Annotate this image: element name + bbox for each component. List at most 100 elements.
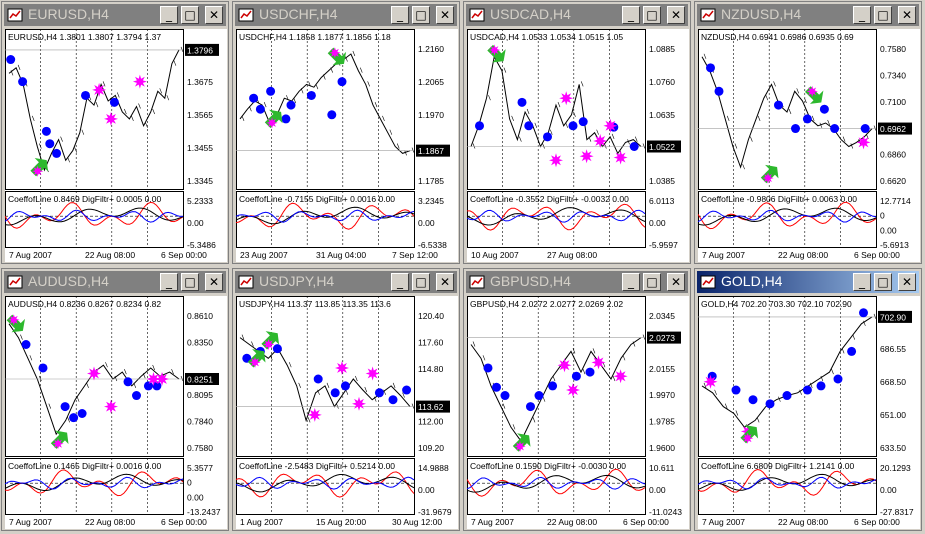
signal-dot: [578, 117, 588, 127]
price-tick-label: 2.0345: [649, 311, 675, 321]
date-label: 10 Aug 2007: [471, 250, 519, 260]
close-button[interactable]: ✕: [436, 273, 454, 291]
chart-area[interactable]: GOLD,H4 702.20 703.30 702.10 702.90 702.9…: [698, 296, 920, 529]
window-title: NZDUSD,H4: [721, 6, 802, 22]
signal-dot: [132, 391, 141, 401]
maximize-button[interactable]: □: [181, 6, 199, 24]
price-tick-label: 120.40: [418, 311, 444, 321]
signal-dot: [830, 124, 840, 134]
buy-arrow: [740, 425, 759, 444]
chart-window-audusd[interactable]: AUDUSD,H4 _ □ ✕ AUDUSD,H4 0.8236 0.8267 …: [1, 268, 229, 531]
signal-dot: [731, 385, 741, 395]
price-tick-label: 1.3565: [187, 110, 213, 120]
indicator-tick-label: -5.3486: [187, 240, 216, 250]
maximize-button[interactable]: □: [643, 6, 661, 24]
indicator-tick-label: -11.0243: [649, 507, 682, 517]
signal-dot: [802, 385, 812, 395]
chart-header: EURUSD,H4 1.3801 1.3807 1.3794 1.37: [8, 32, 161, 42]
chart-area[interactable]: GBPUSD,H4 2.0272 2.0277 2.0269 2.02 2.034…: [467, 296, 689, 529]
maximize-button[interactable]: □: [412, 273, 430, 291]
current-price-label: 1.0522: [649, 142, 675, 152]
close-button[interactable]: ✕: [898, 6, 916, 24]
maximize-button[interactable]: □: [412, 6, 430, 24]
signal-dot: [475, 121, 484, 131]
window-titlebar[interactable]: GBPUSD,H4 _ □ ✕: [466, 271, 688, 293]
chart-area[interactable]: USDCHF,H4 1.1858 1.1877 1.1856 1.18 1.216…: [236, 29, 458, 262]
chart-window-icon: [238, 275, 254, 289]
signal-dot: [500, 391, 510, 401]
sell-arrow: [6, 314, 25, 333]
close-button[interactable]: ✕: [205, 6, 223, 24]
signal-dot: [337, 77, 347, 87]
window-title: GOLD,H4: [721, 273, 783, 289]
minimize-button[interactable]: _: [160, 273, 178, 291]
price-chart-svg[interactable]: GBPUSD,H4 2.0272 2.0277 2.0269 2.02 2.034…: [467, 296, 689, 529]
price-chart-svg[interactable]: USDJPY,H4 113.37 113.85 113.35 113.6 120.…: [236, 296, 458, 529]
close-button[interactable]: ✕: [667, 273, 685, 291]
signal-dot: [524, 121, 534, 131]
price-chart-svg[interactable]: EURUSD,H4 1.3801 1.3807 1.3794 1.37 1.379…: [5, 29, 227, 262]
price-chart-svg[interactable]: AUDUSD,H4 0.8236 0.8267 0.8234 0.82 0.861…: [5, 296, 227, 529]
window-titlebar[interactable]: USDCHF,H4 _ □ ✕: [235, 4, 457, 26]
minimize-button[interactable]: _: [853, 6, 871, 24]
price-chart-svg[interactable]: NZDUSD,H4 0.6941 0.6986 0.6935 0.69 0.758…: [698, 29, 920, 262]
indicator-tick-label: 0.00: [649, 485, 666, 495]
window-titlebar[interactable]: EURUSD,H4 _ □ ✕: [4, 4, 226, 26]
minimize-button[interactable]: _: [622, 6, 640, 24]
minimize-button[interactable]: _: [160, 6, 178, 24]
minimize-button[interactable]: _: [622, 273, 640, 291]
chart-window-eurusd[interactable]: EURUSD,H4 _ □ ✕ EURUSD,H4 1.3801 1.3807 …: [1, 1, 229, 264]
chart-area[interactable]: USDJPY,H4 113.37 113.85 113.35 113.6 120.…: [236, 296, 458, 529]
minimize-button[interactable]: _: [391, 6, 409, 24]
date-label: 31 Aug 04:00: [316, 250, 366, 260]
close-button[interactable]: ✕: [205, 273, 223, 291]
price-tick-label: 0.6620: [880, 176, 906, 186]
price-tick-label: 1.0385: [649, 176, 675, 186]
indicator-tick-label: -6.5338: [418, 240, 447, 250]
close-button[interactable]: ✕: [898, 273, 916, 291]
chart-area[interactable]: NZDUSD,H4 0.6941 0.6986 0.6935 0.69 0.758…: [698, 29, 920, 262]
signal-dot: [281, 114, 291, 124]
signal-line: [698, 476, 877, 490]
price-tick-label: 2.0155: [649, 364, 675, 374]
chart-window-nzdusd[interactable]: NZDUSD,H4 _ □ ✕ NZDUSD,H4 0.6941 0.6986 …: [694, 1, 922, 264]
chart-window-icon: [7, 8, 23, 22]
window-titlebar[interactable]: USDCAD,H4 _ □ ✕: [466, 4, 688, 26]
chart-window-gbpusd[interactable]: GBPUSD,H4 _ □ ✕ GBPUSD,H4 2.0272 2.0277 …: [463, 268, 691, 531]
minimize-button[interactable]: _: [391, 273, 409, 291]
buy-arrow: [247, 349, 266, 368]
price-tick-label: 1.9970: [649, 390, 675, 400]
signal-star: [104, 399, 118, 414]
chart-area[interactable]: EURUSD,H4 1.3801 1.3807 1.3794 1.37 1.379…: [5, 29, 227, 262]
chart-window-gold[interactable]: GOLD,H4 _ □ ✕ GOLD,H4 702.20 703.30 702.…: [694, 268, 922, 531]
signal-star: [87, 366, 101, 381]
signal-dot: [765, 399, 775, 409]
signal-star: [557, 358, 572, 373]
maximize-button[interactable]: □: [874, 273, 892, 291]
window-titlebar[interactable]: NZDUSD,H4 _ □ ✕: [697, 4, 919, 26]
chart-area[interactable]: USDCAD,H4 1.0533 1.0534 1.0515 1.05 1.088…: [467, 29, 689, 262]
window-titlebar[interactable]: USDJPY,H4 _ □ ✕: [235, 271, 457, 293]
chart-window-usdchf[interactable]: USDCHF,H4 _ □ ✕ USDCHF,H4 1.1858 1.1877 …: [232, 1, 460, 264]
minimize-button[interactable]: _: [853, 273, 871, 291]
close-button[interactable]: ✕: [667, 6, 685, 24]
chart-area[interactable]: AUDUSD,H4 0.8236 0.8267 0.8234 0.82 0.861…: [5, 296, 227, 529]
window-titlebar[interactable]: GOLD,H4 _ □ ✕: [697, 271, 919, 293]
coeff-line: [698, 207, 877, 226]
signal-dot: [802, 114, 812, 124]
signal-dot: [526, 402, 535, 412]
price-tick-label: 1.9785: [649, 417, 675, 427]
price-chart-svg[interactable]: USDCHF,H4 1.1858 1.1877 1.1856 1.18 1.216…: [236, 29, 458, 262]
window-titlebar[interactable]: AUDUSD,H4 _ □ ✕: [4, 271, 226, 293]
maximize-button[interactable]: □: [874, 6, 892, 24]
maximize-button[interactable]: □: [181, 273, 199, 291]
chart-window-usdcad[interactable]: USDCAD,H4 _ □ ✕ USDCAD,H4 1.0533 1.0534 …: [463, 1, 691, 264]
chart-window-usdjpy[interactable]: USDJPY,H4 _ □ ✕ USDJPY,H4 113.37 113.85 …: [232, 268, 460, 531]
maximize-button[interactable]: □: [643, 273, 661, 291]
price-chart-svg[interactable]: GOLD,H4 702.20 703.30 702.10 702.90 702.9…: [698, 296, 920, 529]
close-button[interactable]: ✕: [436, 6, 454, 24]
date-label: 6 Sep 00:00: [161, 250, 207, 260]
signal-line: [236, 476, 415, 490]
price-tick-label: 1.3345: [187, 176, 213, 186]
price-chart-svg[interactable]: USDCAD,H4 1.0533 1.0534 1.0515 1.05 1.088…: [467, 29, 689, 262]
